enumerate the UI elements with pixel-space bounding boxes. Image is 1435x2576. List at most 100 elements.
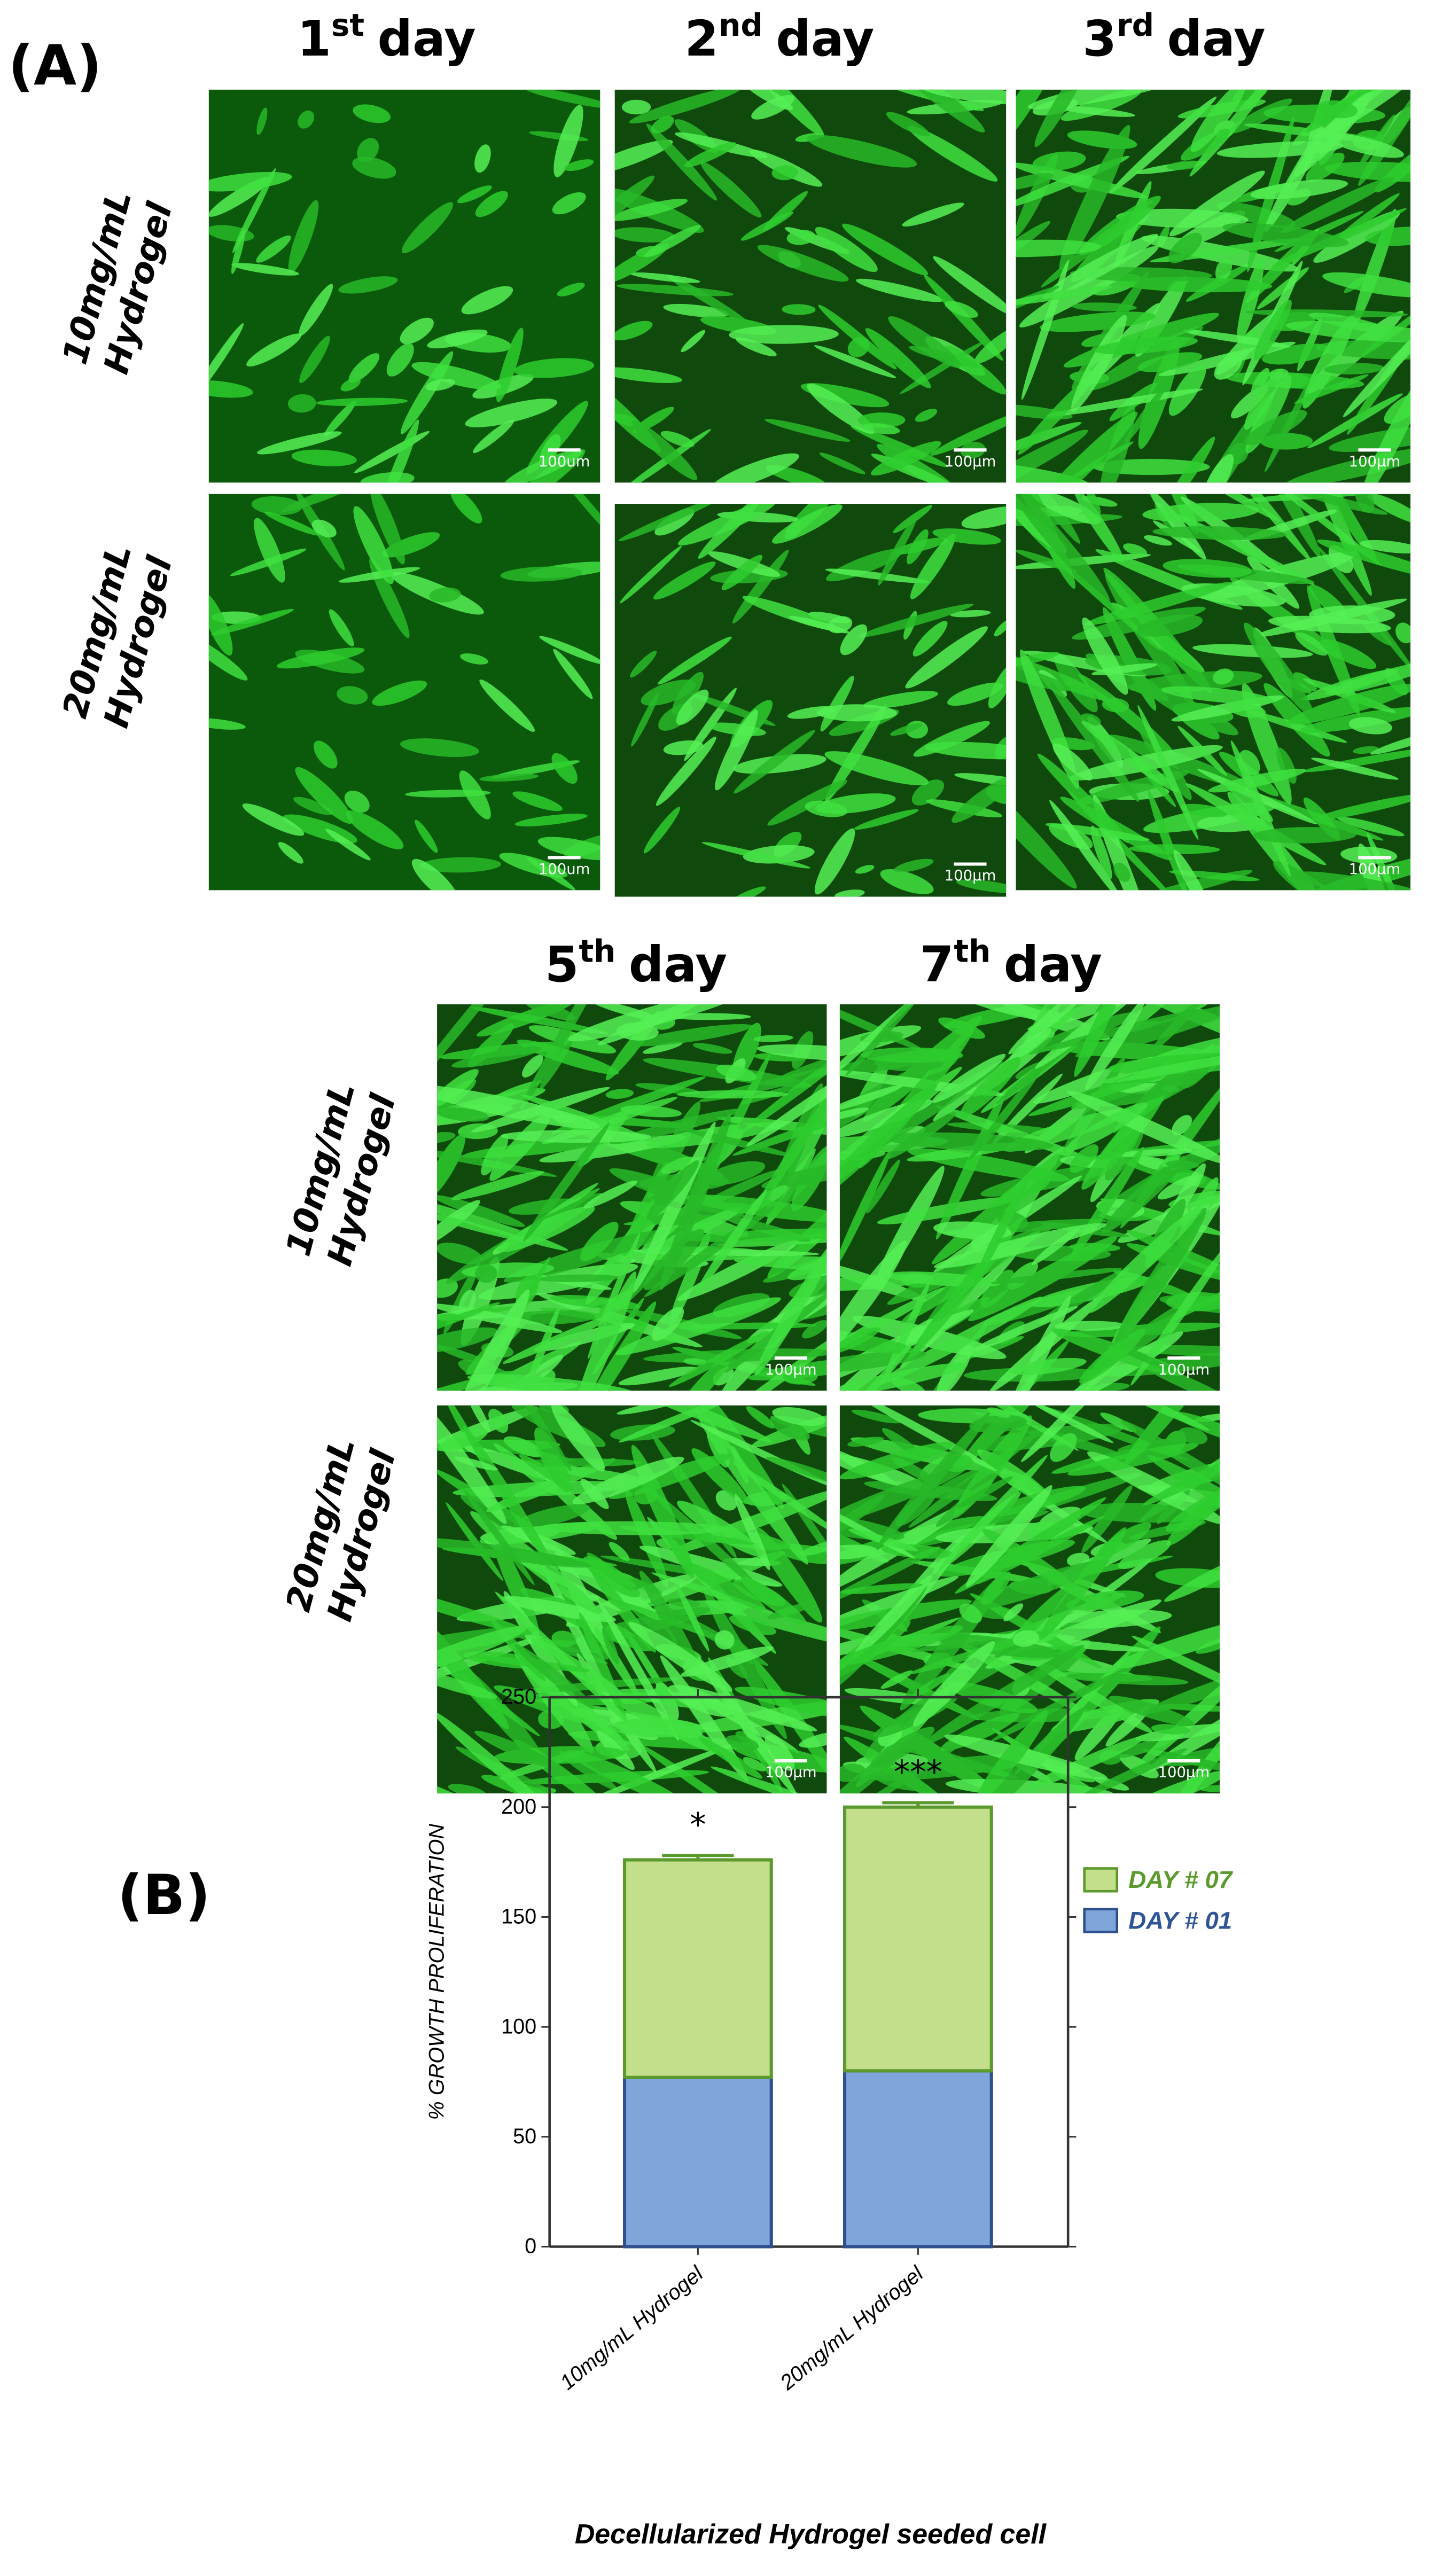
cell xyxy=(474,1730,565,1772)
cell xyxy=(1071,441,1134,479)
cell xyxy=(771,165,798,181)
cell xyxy=(1250,179,1348,200)
cell xyxy=(729,325,839,344)
cell xyxy=(242,803,305,836)
bar-segment xyxy=(622,1858,773,2079)
cell xyxy=(1082,617,1128,695)
cell xyxy=(520,1094,653,1142)
cell xyxy=(504,449,583,483)
cell xyxy=(1208,768,1306,793)
cell xyxy=(427,329,488,349)
cell xyxy=(1008,1004,1124,1055)
cell xyxy=(953,1415,1032,1518)
cell xyxy=(311,519,337,538)
cell xyxy=(973,1174,1030,1284)
cell xyxy=(1067,1090,1220,1165)
cell xyxy=(947,682,1003,706)
cell xyxy=(839,1494,885,1541)
cell xyxy=(651,1307,684,1341)
cell xyxy=(656,736,716,806)
cell xyxy=(231,230,245,274)
cell xyxy=(520,1004,616,1111)
cell xyxy=(932,1405,1079,1451)
cell xyxy=(954,773,1007,787)
cell xyxy=(231,263,299,276)
cell xyxy=(991,1669,1126,1742)
cell xyxy=(553,105,583,177)
cell xyxy=(475,191,508,217)
cell xyxy=(669,1331,770,1387)
cell xyxy=(264,511,320,536)
cell xyxy=(1303,315,1354,409)
header-word: day xyxy=(776,10,874,67)
cell xyxy=(765,465,828,483)
cell xyxy=(865,328,931,388)
cell xyxy=(1324,363,1385,374)
cell xyxy=(933,256,1007,317)
cell xyxy=(855,865,875,874)
cell xyxy=(459,653,489,665)
cell xyxy=(208,592,233,656)
cell xyxy=(539,1135,687,1163)
row-label: 20mg/mLHydrogel xyxy=(279,1434,404,1627)
column-header: 5th day xyxy=(545,933,727,994)
cell xyxy=(278,842,303,864)
cell xyxy=(1081,1089,1166,1190)
cell xyxy=(583,1181,637,1209)
cell xyxy=(1319,89,1411,137)
cell xyxy=(473,419,514,454)
cell xyxy=(464,1489,535,1586)
cell xyxy=(386,343,414,377)
row-label: 20mg/mLHydrogel xyxy=(56,540,181,733)
cell xyxy=(878,1412,990,1547)
cells xyxy=(839,1405,1220,1794)
cell xyxy=(816,704,897,722)
cell xyxy=(651,116,674,134)
cell xyxy=(1047,388,1203,417)
bar-segment xyxy=(843,2069,993,2249)
cell xyxy=(536,1274,620,1282)
cell xyxy=(1016,774,1077,889)
cell xyxy=(639,1571,702,1676)
cell xyxy=(676,1090,789,1099)
scale-label: 100μm xyxy=(1349,454,1401,470)
cell xyxy=(1337,817,1405,837)
cell xyxy=(952,775,1007,823)
header-number: 1 xyxy=(297,10,331,67)
cell xyxy=(1288,684,1411,724)
cell xyxy=(1016,155,1130,209)
cell xyxy=(1244,622,1314,717)
cell xyxy=(824,704,887,803)
cell xyxy=(1083,494,1101,515)
cell xyxy=(621,99,651,115)
cell xyxy=(1016,652,1059,667)
cell xyxy=(714,1630,735,1650)
cell xyxy=(524,1004,575,1021)
cell xyxy=(740,1026,827,1134)
cell xyxy=(783,1369,818,1385)
cell xyxy=(429,587,461,603)
cell xyxy=(566,1750,689,1794)
cell xyxy=(663,303,729,318)
micrograph: 100μm xyxy=(1016,494,1411,891)
cell xyxy=(915,409,938,422)
cell xyxy=(839,1544,877,1559)
cell xyxy=(721,555,763,590)
cell xyxy=(866,1159,900,1214)
cell xyxy=(958,1004,1060,1022)
y-tick-label: 0 xyxy=(525,2235,536,2258)
cell xyxy=(753,1035,793,1042)
cell xyxy=(609,1542,630,1561)
cell xyxy=(340,378,361,392)
cell xyxy=(946,345,1007,395)
cell xyxy=(329,609,354,647)
cell xyxy=(1074,1004,1124,1077)
cell xyxy=(1016,89,1055,155)
micrograph: 100um xyxy=(208,89,600,483)
cell xyxy=(1281,176,1394,233)
header-word: day xyxy=(1004,936,1102,993)
cell xyxy=(676,1584,709,1652)
cell xyxy=(517,1040,619,1075)
cell xyxy=(372,680,427,706)
cell xyxy=(1034,89,1089,147)
